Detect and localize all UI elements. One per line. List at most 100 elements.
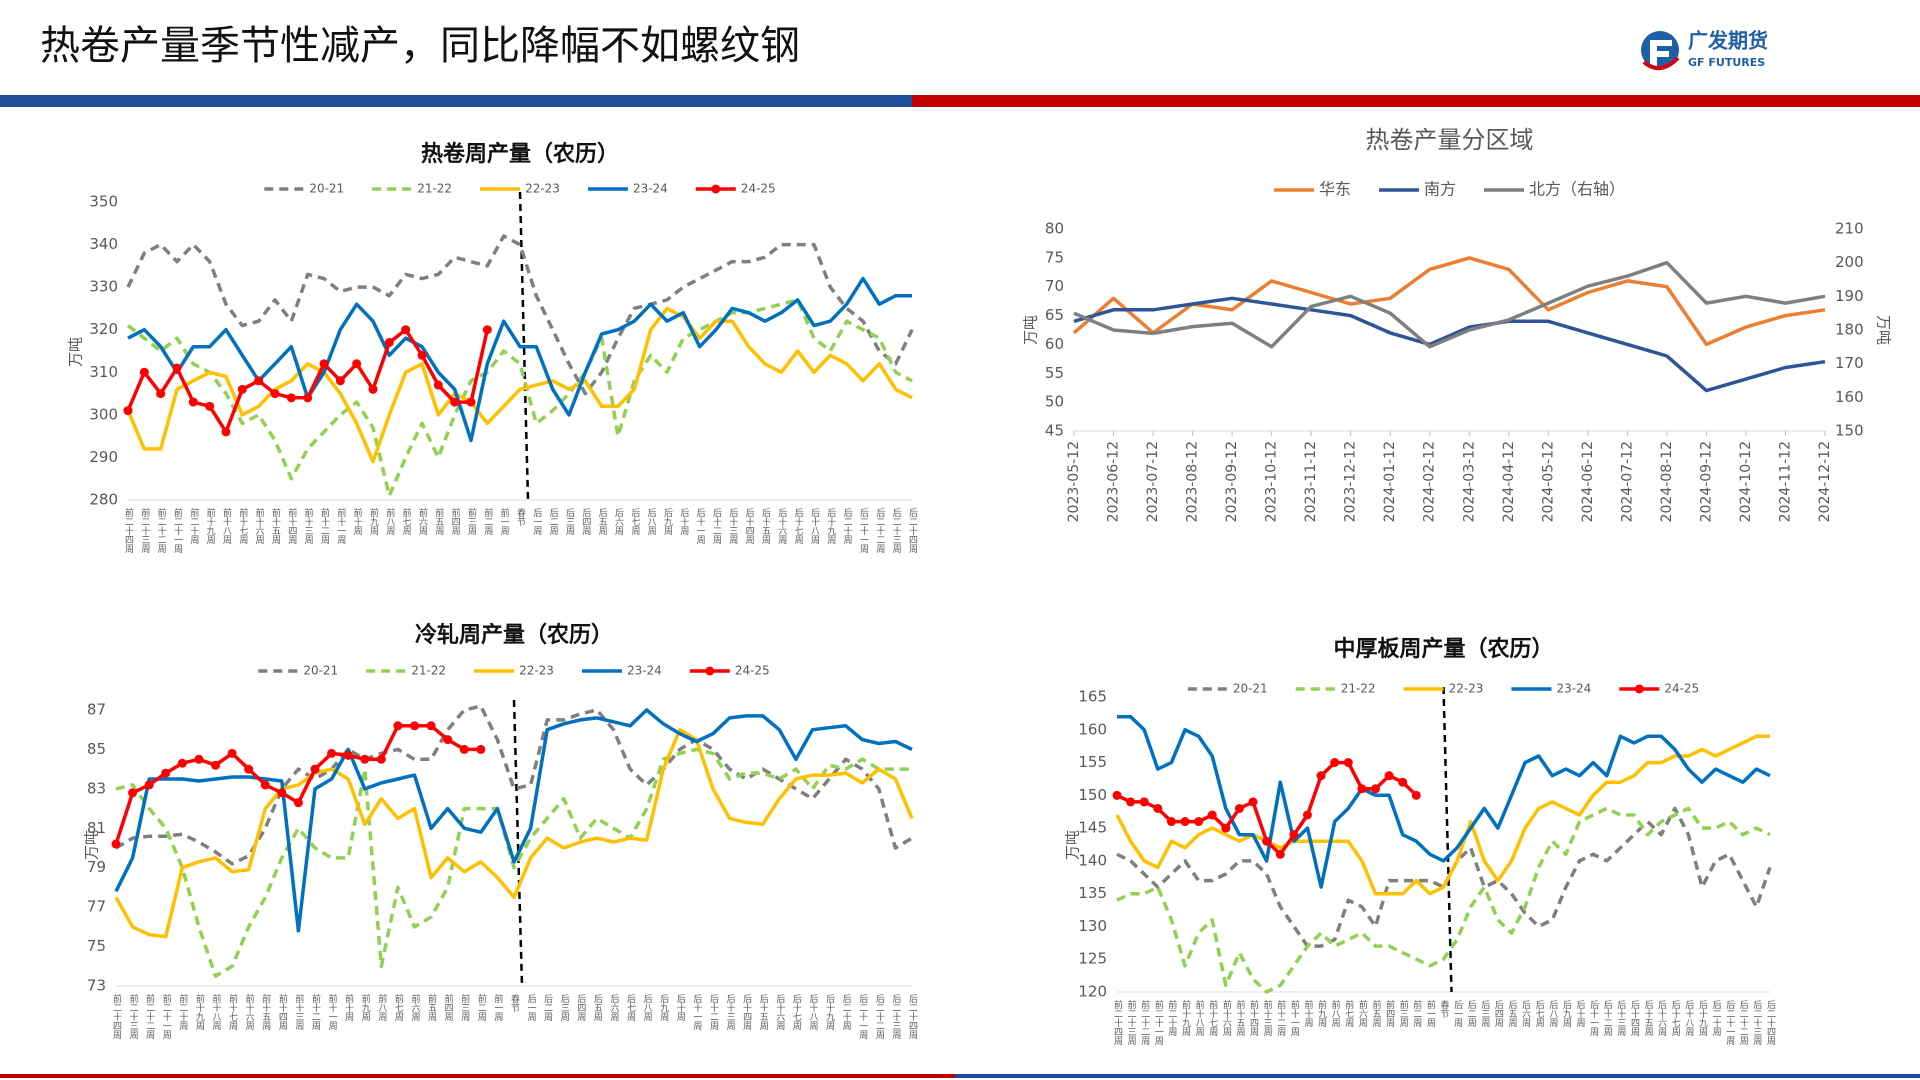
series-marker	[254, 376, 264, 386]
series-marker	[1262, 836, 1272, 846]
series-marker	[1221, 823, 1231, 833]
series-marker	[244, 764, 254, 774]
series-marker	[1207, 810, 1217, 820]
x-tick-label: 2023-07-12	[1145, 441, 1161, 522]
y-tick-label: 300	[89, 405, 118, 423]
x-tick-label: 前一周	[1425, 999, 1436, 1028]
chart-title: 热卷产量分区域	[1366, 126, 1534, 154]
legend-item: 22-23	[480, 182, 560, 196]
x-tick-label: 前十五周	[260, 993, 271, 1031]
y-tick-label: 155	[1078, 753, 1107, 771]
logo-en: GF FUTURES	[1688, 56, 1765, 69]
legend-label: 20-21	[309, 182, 344, 196]
x-tick-label: 后五周	[592, 994, 603, 1022]
series-marker	[352, 359, 362, 369]
y-tick-label: 55	[1045, 364, 1064, 382]
x-tick-label: 前五周	[1370, 999, 1381, 1028]
x-tick-label: 2023-05-12	[1066, 441, 1082, 522]
series-marker	[476, 744, 486, 754]
x-tick-label: 前九周	[1316, 999, 1327, 1028]
y-tick-label: 145	[1078, 819, 1107, 837]
series-marker	[123, 406, 133, 416]
y-tick-label: 79	[87, 858, 106, 876]
x-tick-label: 后六周	[1520, 1000, 1531, 1028]
series-marker	[417, 350, 427, 360]
x-tick-label: 前十四周	[1248, 999, 1259, 1037]
y-tick-label: 135	[1078, 884, 1107, 902]
x-tick-label: 前二十三周	[139, 507, 150, 554]
x-tick-label: 后十七周	[793, 508, 804, 545]
x-tick-label: 后二十周	[841, 994, 852, 1031]
x-tick-label: 前十九周	[205, 507, 216, 545]
y-tick-label: 340	[89, 235, 118, 253]
x-tick-label: 后五周	[1507, 1000, 1518, 1028]
x-tick-label: 前十七周	[237, 507, 248, 545]
y-tick-label: 125	[1078, 950, 1107, 968]
series-marker	[111, 839, 121, 849]
x-tick-label: 后二十四周	[1765, 1000, 1776, 1046]
page-title: 热卷产量季节性减产，同比降幅不如螺纹钢	[40, 23, 800, 69]
x-tick-label: 后二十二周	[1738, 1000, 1749, 1046]
x-tick-label: 前十一周	[327, 993, 338, 1031]
x-tick-label: 后一周	[526, 994, 537, 1022]
x-tick-label: 前十九周	[194, 993, 205, 1031]
series-marker	[194, 754, 204, 764]
y-tick-label: 45	[1045, 422, 1064, 440]
x-tick-label: 2023-08-12	[1185, 441, 1201, 522]
x-tick-label: 前二周	[482, 507, 493, 536]
legend-label: 20-21	[303, 664, 338, 678]
x-tick-label: 后一周	[1452, 1000, 1463, 1028]
series-marker	[277, 788, 287, 798]
logo-swoosh	[1642, 56, 1680, 70]
x-tick-label: 前二十三周	[1126, 999, 1137, 1046]
series-marker	[384, 337, 394, 347]
legend-item: 20-21	[258, 664, 338, 678]
x-tick-label: 后十三周	[725, 994, 736, 1031]
series-marker	[376, 754, 386, 764]
series-marker	[161, 768, 171, 778]
header-bar-blue	[0, 95, 912, 107]
x-tick-label: 2024-12-12	[1817, 441, 1833, 522]
x-tick-label: 前十三周	[1262, 999, 1273, 1037]
series-marker	[260, 780, 270, 790]
x-tick-label: 后七周	[1534, 1000, 1545, 1028]
x-tick-label: 后九周	[1561, 1000, 1572, 1028]
y-tick-label: 280	[89, 491, 118, 509]
chart-title: 热卷周产量（农历）	[421, 141, 619, 167]
x-tick-label: 前十周	[1302, 999, 1313, 1028]
series-line	[1117, 714, 1771, 889]
x-tick-label: 前二十二周	[156, 507, 167, 554]
x-tick-label: 前五周	[433, 507, 444, 536]
series-marker	[1398, 777, 1408, 787]
x-tick-label: 2023-11-12	[1303, 441, 1319, 522]
y-axis-label: 万吨	[1022, 315, 1040, 345]
series-line	[126, 234, 914, 396]
x-tick-label: 后二十三周	[891, 508, 902, 554]
x-tick-label: 后七周	[629, 508, 640, 536]
series-marker	[144, 780, 154, 790]
series-marker	[270, 389, 280, 399]
legend-label: 21-22	[411, 664, 446, 678]
series-line	[1072, 256, 1826, 347]
x-tick-label: 前八周	[376, 993, 387, 1022]
x-tick-label: 后十一周	[691, 994, 702, 1031]
x-tick-label: 后十八周	[1683, 1000, 1694, 1037]
x-tick-label: 前一周	[499, 507, 510, 536]
series-line	[127, 276, 912, 443]
divider-line	[512, 699, 524, 987]
x-tick-label: 前十八周	[211, 993, 222, 1031]
legend-label: 23-24	[633, 182, 668, 196]
legend-item: 23-24	[1511, 682, 1591, 696]
series-marker	[466, 397, 476, 407]
y-tick-label: 87	[87, 701, 106, 719]
x-tick-label: 前十二周	[310, 993, 321, 1031]
series-marker	[128, 788, 138, 798]
x-tick-label: 前二周	[476, 993, 487, 1022]
series-marker	[459, 744, 469, 754]
y-tick-label: 65	[1045, 306, 1064, 324]
x-tick-label: 前二周	[1411, 999, 1422, 1028]
x-tick-label: 后二十三周	[890, 994, 901, 1040]
legend-item: 24-25	[689, 664, 770, 678]
x-tick-label: 前十周	[352, 507, 363, 536]
